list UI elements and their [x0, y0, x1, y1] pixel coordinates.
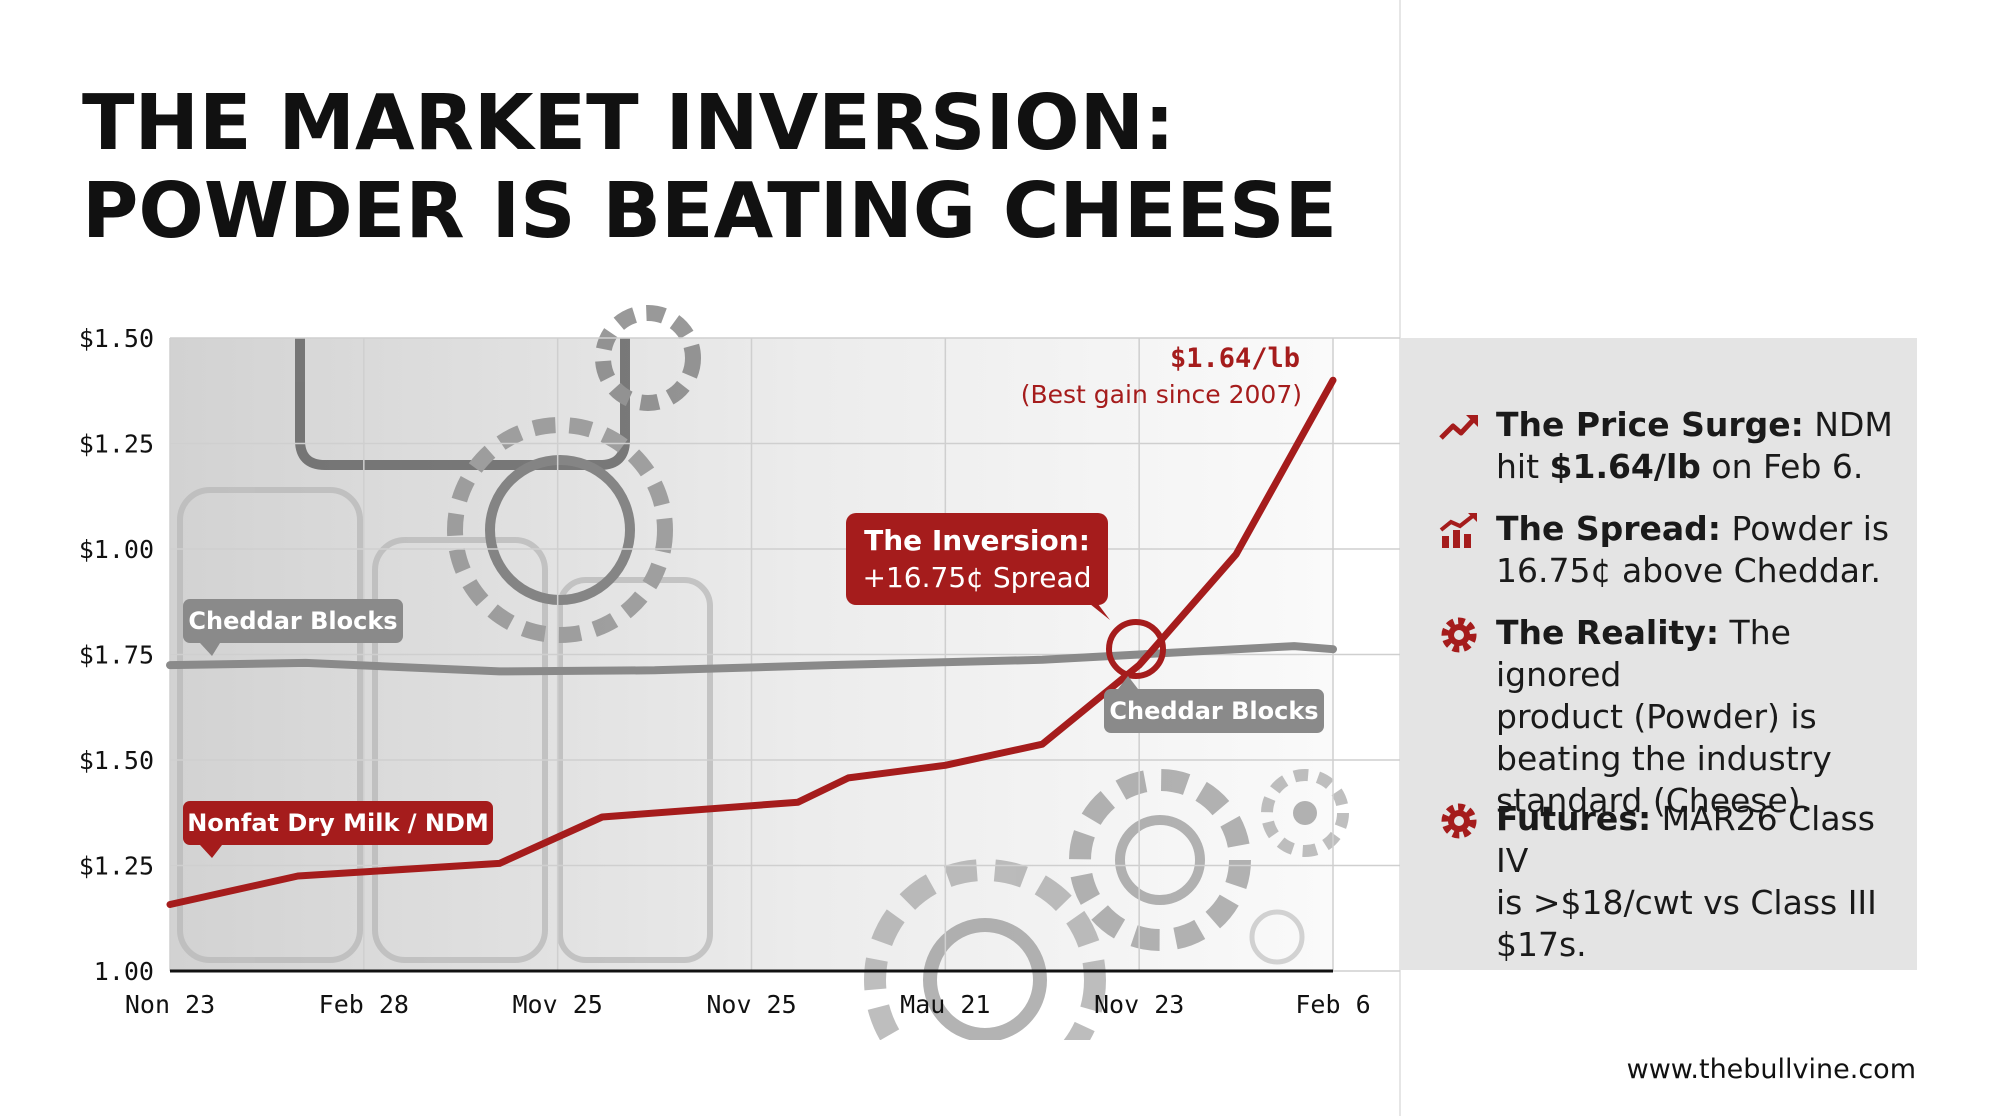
- trend-up-icon: [1439, 415, 1478, 440]
- peak-value-label: $1.64/lb: [1170, 343, 1300, 374]
- bar-chart-icon: [1439, 513, 1477, 548]
- cheddar-series-line: [166, 642, 1337, 676]
- insight-text: The Spread: Powder is 16.75¢ above Chedd…: [1496, 509, 1890, 590]
- x-tick-label: Feb 28: [319, 990, 409, 1019]
- x-tick-label: Mov 25: [513, 990, 603, 1019]
- x-axis-ticks: Non 23 Feb 28 Mov 25 Nov 25 Mau 21 Nov 23 Feb …: [125, 990, 1371, 1019]
- y-tick-label: $1.25: [79, 430, 154, 459]
- page-title: THE MARKET INVERSION: POWDER IS BEATING …: [82, 80, 1337, 256]
- chart-series: [166, 376, 1337, 908]
- y-tick-label: $1.25: [79, 852, 154, 881]
- footer-url: www.thebullvine.com: [1626, 1054, 1916, 1085]
- title-line-2: POWDER IS BEATING CHEESE: [82, 167, 1338, 256]
- cheddar-label-right-text: Cheddar Blocks: [1109, 697, 1318, 725]
- title-line-1: THE MARKET INVERSION:: [82, 79, 1175, 168]
- gear-icon: [1441, 617, 1477, 653]
- cheddar-label-left-text: Cheddar Blocks: [188, 607, 397, 635]
- x-tick-label: Nov 25: [706, 990, 796, 1019]
- ndm-series-line: [166, 376, 1337, 908]
- cheddar-label-right: Cheddar Blocks: [1104, 676, 1324, 733]
- ndm-label-text: Nonfat Dry Milk / NDM: [187, 809, 489, 837]
- insight-text: The Price Surge: NDM hit $1.64/lb on Feb…: [1496, 405, 1893, 486]
- inversion-value: +16.75¢ Spread: [863, 561, 1092, 594]
- peak-note-label: (Best gain since 2007): [1021, 380, 1302, 409]
- gear-icon: [1441, 803, 1477, 839]
- insight-text: Futures: MAR26 Class IV is >$18/cwt vs C…: [1496, 799, 1877, 964]
- x-tick-label: Nov 23: [1094, 990, 1184, 1019]
- inversion-title: The Inversion:: [864, 524, 1090, 557]
- insights-panel: The Price Surge: NDM hit $1.64/lb on Feb…: [1400, 338, 1917, 970]
- x-tick-label: Feb 6: [1295, 990, 1370, 1019]
- y-tick-label: $1.50: [79, 324, 154, 353]
- x-tick-label: Non 23: [125, 990, 215, 1019]
- x-tick-label: Mau 21: [900, 990, 990, 1019]
- y-tick-label: $1.50: [79, 746, 154, 775]
- industrial-backdrop: [177, 305, 1349, 1040]
- y-tick-label: $1.00: [79, 535, 154, 564]
- y-tick-label: 1.00: [94, 957, 154, 986]
- ndm-label: Nonfat Dry Milk / NDM: [183, 801, 493, 858]
- inversion-callout: The Inversion: +16.75¢ Spread: [846, 513, 1110, 620]
- cheddar-label-left: Cheddar Blocks: [183, 599, 403, 656]
- y-tick-label: $1.75: [79, 641, 154, 670]
- line-chart: $1.50 $1.25 $1.00 $1.75 $1.50 $1.25 1.00 Non 2…: [79, 305, 1400, 1040]
- peak-annotation: $1.64/lb (Best gain since 2007): [1021, 343, 1302, 409]
- insight-text: The Reality: The ignored product (Powder…: [1496, 613, 1832, 820]
- y-axis-ticks: $1.50 $1.25 $1.00 $1.75 $1.50 $1.25 1.00: [79, 324, 154, 986]
- inversion-marker: [1106, 619, 1166, 679]
